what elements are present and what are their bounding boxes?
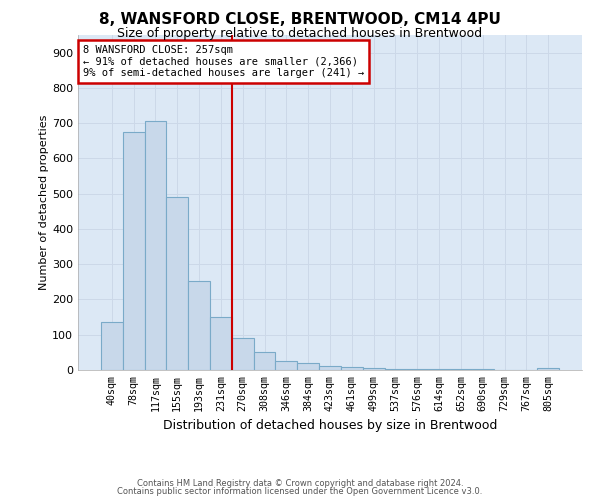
Bar (341, 367, 363, 370)
Y-axis label: Number of detached properties: Number of detached properties (39, 115, 49, 290)
X-axis label: Distribution of detached houses by size in Brentwood: Distribution of detached houses by size … (163, 419, 497, 432)
Bar (188, 281, 210, 370)
Bar (166, 197, 188, 370)
Bar (428, 369, 450, 370)
Bar (537, 368, 559, 370)
Bar (406, 369, 428, 370)
Text: Size of property relative to detached houses in Brentwood: Size of property relative to detached ho… (118, 28, 482, 40)
Text: Contains HM Land Registry data © Crown copyright and database right 2024.: Contains HM Land Registry data © Crown c… (137, 478, 463, 488)
Bar (145, 122, 166, 370)
Bar (297, 363, 319, 370)
Bar (101, 322, 123, 370)
Bar (275, 361, 297, 370)
Bar (210, 317, 232, 370)
Bar (363, 368, 385, 370)
Bar (319, 366, 341, 370)
Bar (232, 338, 254, 370)
Bar (254, 352, 275, 370)
Bar (123, 132, 145, 370)
Bar (385, 368, 406, 370)
Text: 8, WANSFORD CLOSE, BRENTWOOD, CM14 4PU: 8, WANSFORD CLOSE, BRENTWOOD, CM14 4PU (99, 12, 501, 28)
Text: Contains public sector information licensed under the Open Government Licence v3: Contains public sector information licen… (118, 487, 482, 496)
Text: 8 WANSFORD CLOSE: 257sqm
← 91% of detached houses are smaller (2,366)
9% of semi: 8 WANSFORD CLOSE: 257sqm ← 91% of detach… (83, 45, 364, 78)
